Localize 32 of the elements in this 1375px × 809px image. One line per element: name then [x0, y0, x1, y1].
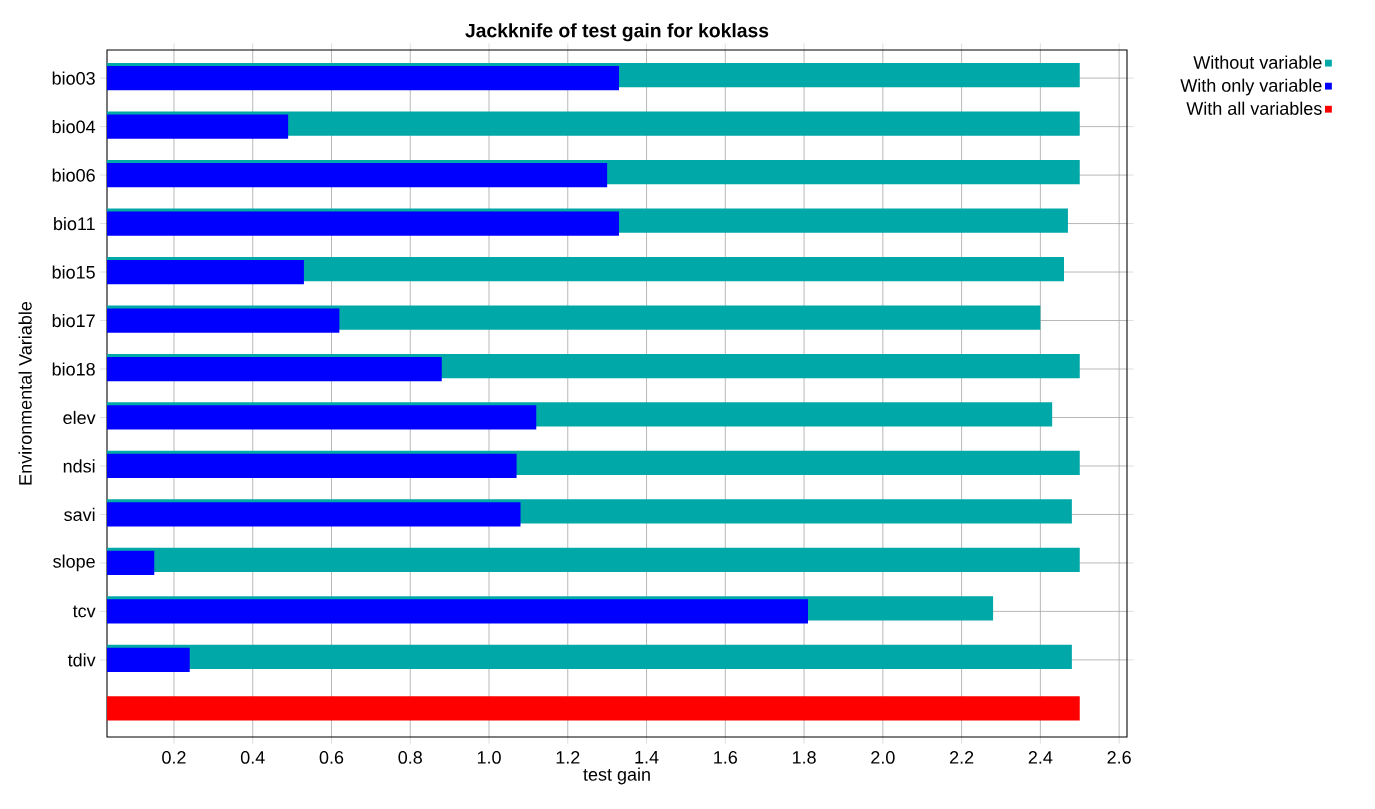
chart-title: Jackknife of test gain for koklass	[465, 23, 769, 42]
y-axis-title: Environmental Variable	[18, 301, 32, 485]
x-tick-label: 1.2	[556, 751, 580, 764]
y-tick-label: bio04	[52, 119, 96, 134]
legend-label: With all variables	[1186, 101, 1322, 115]
x-tick-label: 2.0	[871, 751, 895, 764]
x-tick-label: 1.6	[714, 751, 738, 764]
x-axis-title: test gain	[583, 767, 650, 785]
y-tick-label: savi	[64, 507, 95, 522]
x-tick-label: 2.2	[949, 751, 974, 764]
y-tick-label: bio15	[52, 265, 95, 279]
x-tick-label: 2.4	[1028, 751, 1053, 764]
x-tick-label: 1.8	[792, 751, 816, 764]
y-tick-label: slope	[53, 554, 95, 572]
x-tick-label: 0.6	[319, 751, 344, 764]
x-tick-label: 1.0	[477, 751, 501, 764]
y-tick-label: tdiv	[67, 653, 96, 667]
y-tick-label: elev	[63, 410, 96, 425]
x-tick-label: 2.6	[1107, 751, 1131, 764]
y-tick-label: ndsi	[63, 459, 95, 473]
y-tick-label: tcv	[72, 605, 96, 618]
x-tick-label: 0.2	[162, 751, 186, 764]
x-tick-label: 0.4	[240, 751, 265, 764]
y-tick-label: bio17	[52, 313, 95, 328]
x-tick-label: 1.4	[635, 751, 659, 764]
x-tick-label: 0.8	[398, 751, 422, 764]
y-tick-label: bio06	[52, 168, 95, 182]
legend-label: With only variable	[1180, 78, 1322, 96]
legend-label: Without variable	[1193, 55, 1322, 69]
y-tick-label: bio11	[54, 216, 95, 231]
y-tick-label: bio18	[52, 362, 95, 376]
y-tick-label: bio03	[52, 71, 95, 85]
